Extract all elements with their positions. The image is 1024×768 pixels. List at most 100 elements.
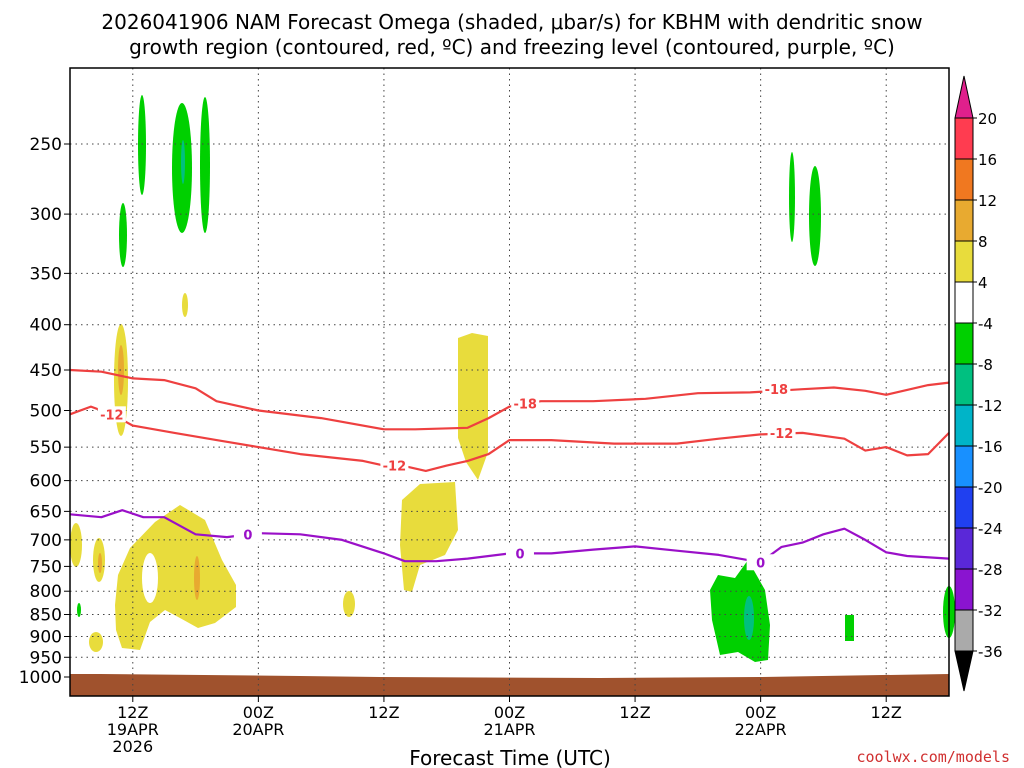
y-tick-label: 1000	[19, 668, 62, 688]
contour-label: -12	[100, 408, 124, 423]
colorbar-swatch	[954, 199, 974, 242]
contour-label-bg	[380, 457, 409, 474]
contour-label-bg	[511, 395, 540, 412]
colorbar-swatch	[954, 158, 974, 201]
omega-cell-yellow	[343, 591, 355, 617]
colorbar-label: 4	[978, 274, 988, 292]
y-tick-label: 750	[30, 557, 62, 577]
colorbar-label: -20	[978, 479, 1003, 497]
colorbar-swatch	[954, 363, 974, 406]
y-tick-label: 600	[30, 472, 62, 492]
contour-label-bg	[97, 406, 126, 423]
omega-cell-yellow	[400, 482, 458, 592]
y-tick-label: 650	[30, 502, 62, 522]
colorbar-bottom-arrow	[954, 650, 974, 692]
colorbar-label: -36	[978, 643, 1003, 661]
colorbar-swatch	[954, 568, 974, 611]
omega-cell-teal	[744, 596, 754, 640]
omega-cell-green	[200, 97, 210, 233]
y-tick-label: 700	[30, 531, 62, 551]
colorbar-label: -8	[978, 356, 993, 374]
y-axis: 2503003504004505005506006507007508008509…	[19, 135, 70, 688]
omega-cell-yellow	[70, 523, 82, 567]
colorbar-swatch	[954, 281, 974, 324]
omega-cell-green	[809, 166, 821, 266]
omega-cell-green	[77, 603, 81, 617]
x-tick-label: 21APR	[483, 720, 535, 739]
contour-label-bg	[746, 554, 775, 571]
y-tick-label: 800	[30, 582, 62, 602]
contour-label: -12	[383, 460, 407, 475]
omega-cell-green	[138, 95, 146, 195]
x-tick-label: 20APR	[232, 720, 284, 739]
colorbar-label: 8	[978, 233, 988, 251]
contour-label-bg	[505, 545, 534, 562]
omega-cell-green	[789, 152, 795, 242]
contour-label: 0	[515, 547, 524, 562]
y-tick-label: 250	[30, 135, 62, 155]
colorbar-label: -16	[978, 438, 1003, 456]
colorbar-swatch	[954, 609, 974, 652]
colorbar-label: -12	[978, 397, 1003, 415]
contour-label-bg	[233, 526, 262, 543]
contour-label: -12	[770, 427, 794, 442]
colorbar: 20 16 12 8 4 -4 -8 -12 -16 -20 -24 -28 -32 -36	[954, 75, 1003, 692]
contour-label-bg	[767, 424, 796, 441]
contour-label: -18	[765, 383, 789, 398]
colorbar-top-arrow	[954, 75, 974, 119]
contour-label: 0	[756, 556, 765, 571]
y-tick-label: 450	[30, 361, 62, 381]
omega-cell-teal	[181, 140, 185, 184]
omega-cell-gap	[142, 553, 158, 603]
contour-line	[69, 405, 950, 472]
x-tick-label: 22APR	[735, 720, 787, 739]
x-tick-label: 19APR	[107, 720, 159, 739]
x-tick-label: 00Z	[745, 703, 776, 722]
y-tick-label: 850	[30, 606, 62, 626]
y-tick-label: 950	[30, 648, 62, 668]
colorbar-label: 20	[978, 110, 997, 128]
contour-lines: -18 -18 -12 -12 -12 0 0 0	[69, 368, 950, 571]
y-tick-label: 400	[30, 316, 62, 336]
omega-cell-yellow	[115, 505, 236, 650]
contour-label-bg	[762, 381, 791, 398]
omega-cell-green	[845, 615, 854, 641]
x-tick-label: 2026	[112, 737, 153, 756]
colorbar-label: 12	[978, 192, 997, 210]
y-tick-label: 300	[30, 205, 62, 225]
x-tick-label: 12Z	[117, 703, 148, 722]
omega-cell-yellow	[458, 333, 488, 480]
colorbar-label: -28	[978, 561, 1003, 579]
x-tick-label: 00Z	[243, 703, 274, 722]
omega-cell-orange	[194, 556, 200, 600]
chart-title-line1: 2026041906 NAM Forecast Omega (shaded, μ…	[101, 10, 922, 34]
y-tick-label: 500	[30, 402, 62, 422]
colorbar-swatch	[954, 486, 974, 529]
colorbar-swatch	[954, 240, 974, 283]
y-tick-label: 900	[30, 627, 62, 647]
colorbar-swatch	[954, 404, 974, 447]
omega-cell-green	[119, 203, 127, 267]
x-tick-label: 12Z	[871, 703, 902, 722]
grid	[70, 68, 949, 696]
credit-text: coolwx.com/models	[856, 748, 1010, 766]
colorbar-swatch	[954, 445, 974, 488]
colorbar-swatch	[954, 527, 974, 570]
colorbar-label: -32	[978, 602, 1003, 620]
y-tick-label: 550	[30, 438, 62, 458]
colorbar-swatch	[954, 322, 974, 365]
contour-label: -18	[513, 398, 537, 413]
colorbar-label: 16	[978, 151, 997, 169]
y-tick-label: 350	[30, 264, 62, 284]
omega-cell-yellow	[182, 293, 188, 317]
x-tick-label: 12Z	[619, 703, 650, 722]
colorbar-swatch	[954, 117, 974, 160]
colorbar-label: -4	[978, 315, 993, 333]
colorbar-label: -24	[978, 520, 1003, 538]
chart-title-line2: growth region (contoured, red, ºC) and f…	[129, 35, 895, 59]
omega-cell-orange	[98, 553, 102, 573]
contour-label: 0	[243, 528, 252, 543]
contour-line	[69, 368, 950, 431]
